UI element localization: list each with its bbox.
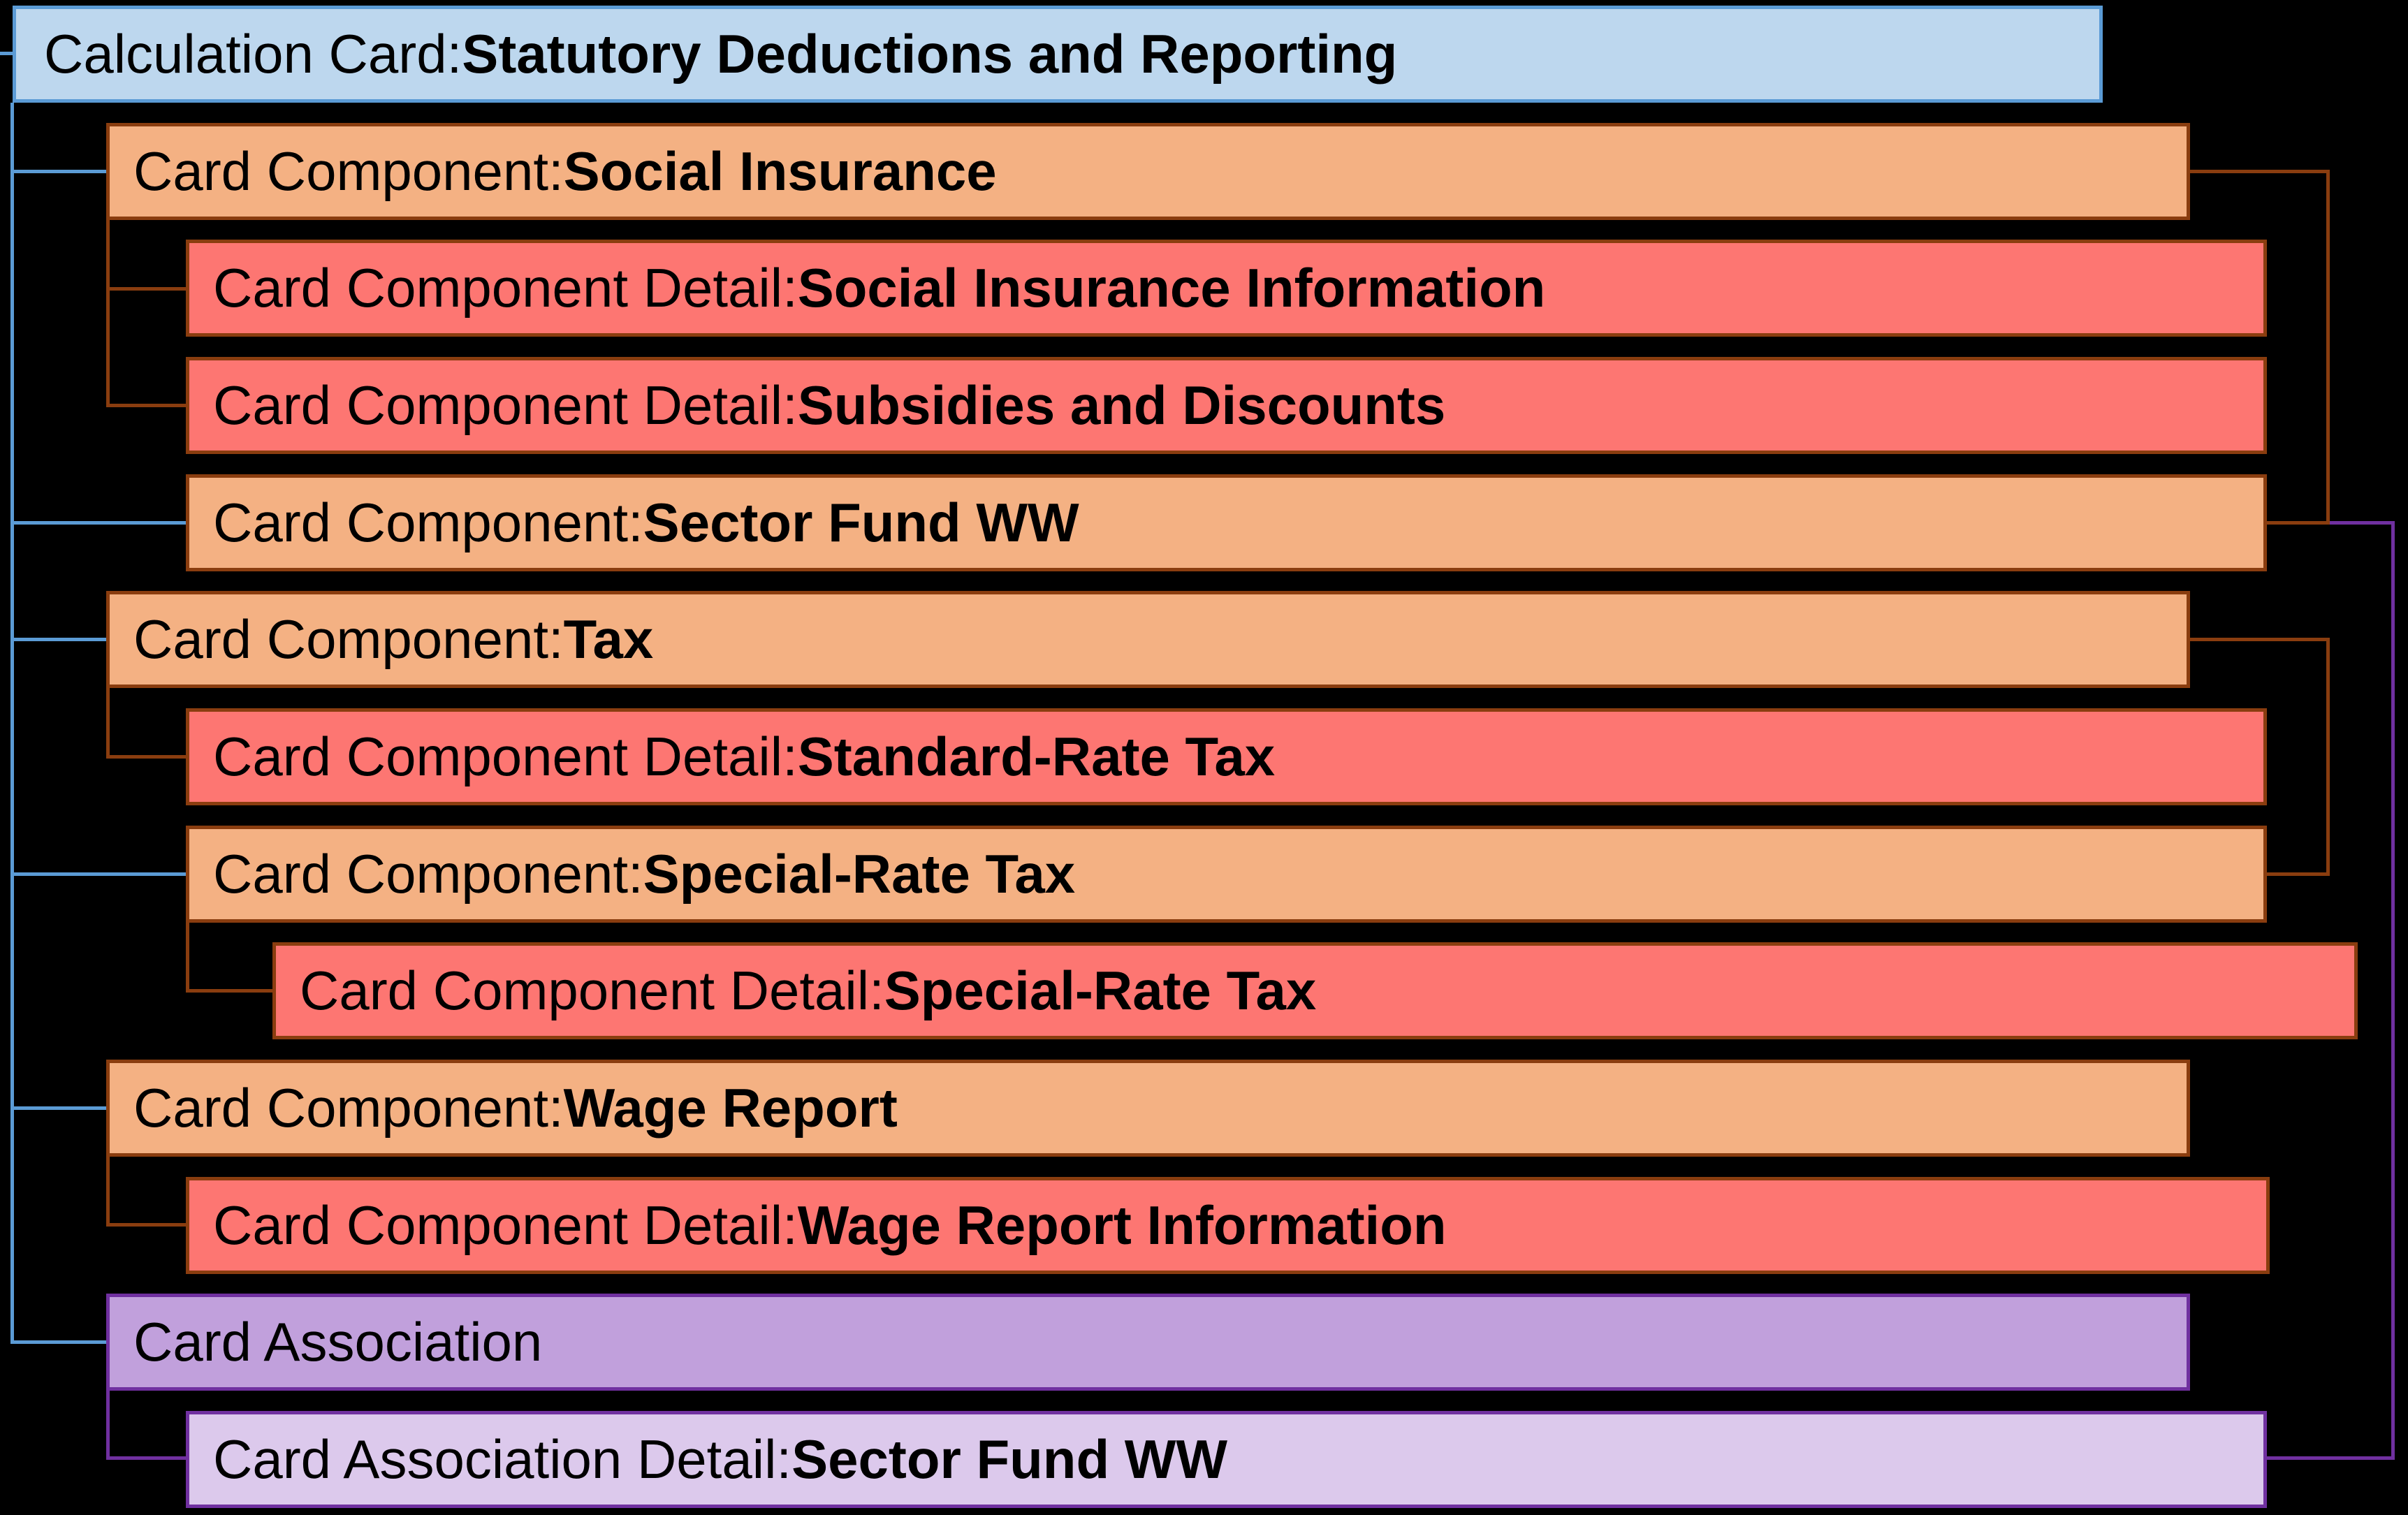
blue-stub-tax [10,638,106,641]
blue-stub-social-insurance [10,170,106,173]
component-detail-standard-rate-tax-label: Card Component Detail: [213,726,798,787]
card-association-detail-sector-fund-ww-label-bold: Sector Fund WW [791,1428,1228,1490]
card-association: Card Association [106,1294,2190,1391]
component-sector-fund-ww-label-bold: Sector Fund WW [643,492,1079,553]
blue-stub-wage-report [10,1106,106,1110]
component-detail-social-insurance-information-label-bold: Social Insurance Information [797,257,1546,319]
brown-right-si-in-sector-fund [2267,521,2330,525]
brown-wage-report-drop [106,1157,110,1227]
component-detail-subsidies-and-discounts-label-bold: Subsidies and Discounts [797,374,1446,436]
blue-stub-sector-fund-ww [10,521,186,525]
component-detail-special-rate-tax: Card Component Detail: Special-Rate Tax [272,942,2358,1039]
component-tax-label-bold: Tax [563,608,654,670]
component-detail-subsidies-and-discounts: Card Component Detail: Subsidies and Dis… [186,357,2267,454]
purple-ca-stub [106,1456,187,1460]
blue-trunk [10,103,14,1344]
brown-si-drop [106,220,110,407]
component-sector-fund-ww: Card Component: Sector Fund WW [186,474,2267,571]
brown-wage-report-stub-info [106,1223,187,1227]
card-association-label: Card Association [133,1311,543,1373]
brown-si-stub-info [106,287,187,291]
purple-right-drop [2391,521,2395,1460]
brown-right-tax-drop [2326,638,2330,876]
component-detail-special-rate-tax-label-bold: Special-Rate Tax [884,960,1317,1021]
calculation-card: Calculation Card: Statutory Deductions a… [13,6,2103,103]
brown-tax-stub-standard-rate [106,755,187,759]
component-special-rate-tax-label-bold: Special-Rate Tax [643,843,1076,905]
component-wage-report-label-bold: Wage Report [563,1077,898,1139]
component-detail-subsidies-and-discounts-label: Card Component Detail: [213,374,798,436]
component-detail-standard-rate-tax: Card Component Detail: Standard-Rate Tax [186,708,2267,805]
component-tax: Card Component: Tax [106,591,2190,688]
brown-right-si-drop [2326,170,2330,525]
brown-right-si-out [2190,170,2330,173]
component-tax-label: Card Component: [133,608,564,670]
component-detail-wage-report-information-label-bold: Wage Report Information [797,1194,1447,1256]
brown-special-rate-stub-detail [186,989,274,993]
component-detail-wage-report-information: Card Component Detail: Wage Report Infor… [186,1177,2270,1274]
component-detail-special-rate-tax-label: Card Component Detail: [300,960,884,1021]
calculation-card-label: Calculation Card: [44,23,462,85]
component-special-rate-tax: Card Component: Special-Rate Tax [186,826,2267,923]
blue-stub-special-rate-tax [10,872,186,876]
brown-special-rate-drop [186,923,189,993]
blue-stub-card-association [10,1340,106,1344]
component-social-insurance: Card Component: Social Insurance [106,123,2190,220]
component-special-rate-tax-label: Card Component: [213,843,643,905]
component-social-insurance-label: Card Component: [133,140,564,202]
component-wage-report: Card Component: Wage Report [106,1060,2190,1157]
component-detail-wage-report-information-label: Card Component Detail: [213,1194,798,1256]
component-wage-report-label: Card Component: [133,1077,564,1139]
brown-right-tax-in-special-rate [2267,872,2330,876]
purple-right-bottom [2267,1456,2395,1460]
component-detail-social-insurance-information: Card Component Detail: Social Insurance … [186,240,2267,337]
purple-right-top [2267,521,2395,525]
brown-tax-drop [106,688,110,759]
calculation-card-label-bold: Statutory Deductions and Reporting [462,23,1398,85]
component-detail-social-insurance-information-label: Card Component Detail: [213,257,798,319]
component-detail-standard-rate-tax-label-bold: Standard-Rate Tax [797,726,1276,787]
brown-si-stub-subsidies [106,404,187,407]
blue-parent-stub [0,52,13,55]
brown-right-tax-out [2190,638,2330,641]
purple-ca-drop [106,1391,110,1460]
card-association-detail-sector-fund-ww-label: Card Association Detail: [213,1428,792,1490]
component-social-insurance-label-bold: Social Insurance [563,140,997,202]
component-sector-fund-ww-label: Card Component: [213,492,643,553]
card-association-detail-sector-fund-ww: Card Association Detail: Sector Fund WW [186,1411,2267,1508]
